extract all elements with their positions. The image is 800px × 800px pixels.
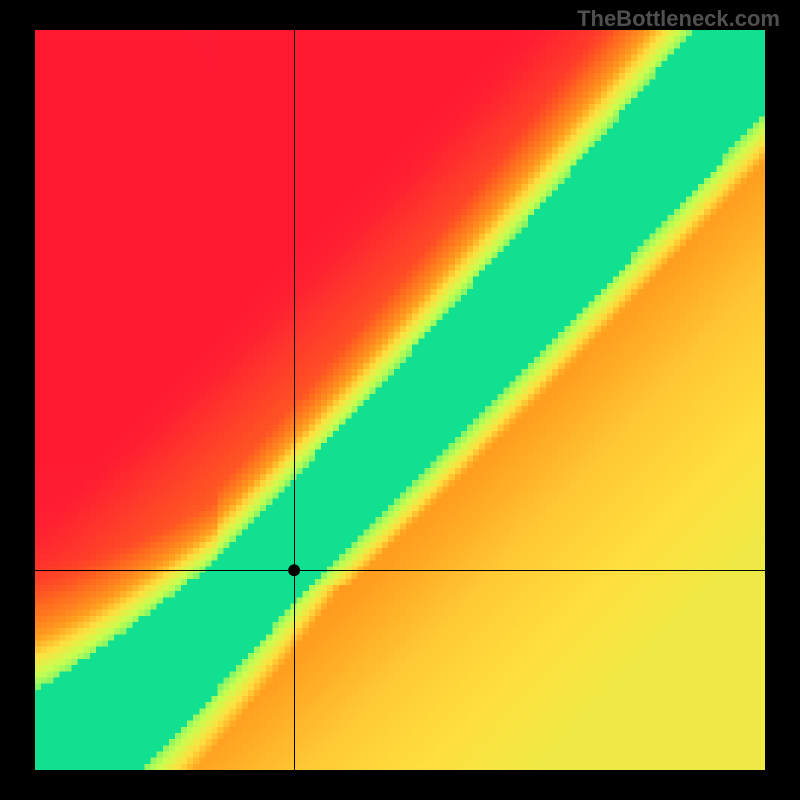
watermark-text: TheBottleneck.com — [577, 6, 780, 32]
chart-container: TheBottleneck.com — [0, 0, 800, 800]
crosshair-overlay — [35, 30, 765, 770]
